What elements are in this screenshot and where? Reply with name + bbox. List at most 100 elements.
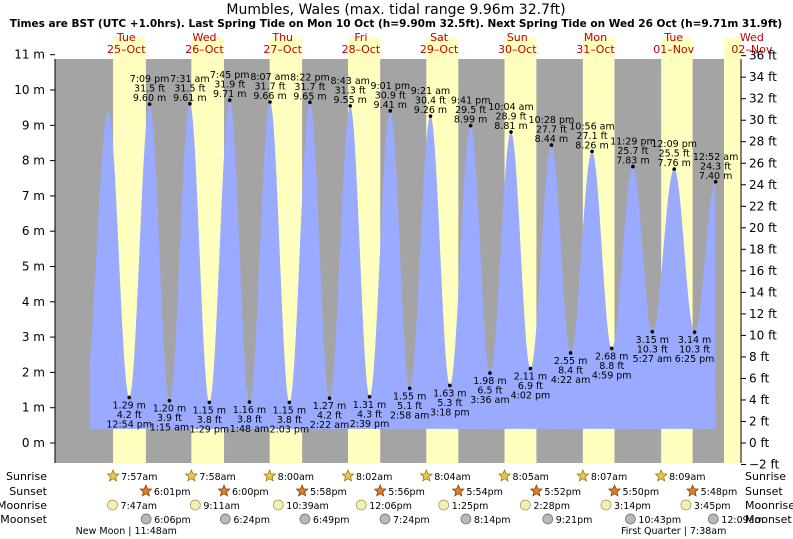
tide-label: 1.16 m3.8 ft1:48 am — [230, 405, 269, 435]
tide-label-line: 1:29 pm — [190, 424, 230, 435]
moonrise-time: 10:39am — [286, 501, 328, 512]
y-left-tick: 4 m — [22, 295, 45, 309]
tide-label-line: 4:02 pm — [511, 391, 551, 402]
row-label-left: Moonrise — [0, 499, 47, 512]
tide-point — [590, 149, 594, 154]
tide-point — [631, 164, 635, 169]
tide-label-line: 9.66 m — [253, 91, 286, 102]
day-date: 31–Oct — [576, 43, 615, 56]
sunrise-time: 7:58am — [199, 472, 235, 483]
moonrise-icon — [680, 499, 692, 511]
tide-label-line: 7:45 pm — [210, 70, 250, 81]
tide-label-line: 2:22 am — [310, 420, 349, 431]
y-right-tick: 2 ft — [749, 414, 769, 428]
y-right-tick: 6 ft — [749, 371, 769, 385]
day-date: 29–Oct — [420, 43, 459, 56]
sunset-icon — [529, 484, 543, 497]
day-date: 28–Oct — [342, 43, 381, 56]
moonset-time: 6:06pm — [154, 515, 191, 526]
tide-label-line: 2:39 pm — [350, 419, 390, 430]
sunrise-icon — [419, 469, 433, 482]
y-right-tick: 12 ft — [749, 307, 777, 321]
day-name: Sun — [507, 31, 528, 44]
tide-point — [268, 100, 272, 104]
tide-point — [247, 400, 252, 404]
y-right-tick: 32 ft — [749, 92, 777, 106]
tide-label-line: 1.31 m — [353, 400, 386, 411]
tide-label-line: 6.5 ft — [477, 386, 502, 397]
sunset-time: 5:52pm — [544, 487, 581, 498]
tide-label-line: 2.68 m — [595, 351, 628, 362]
daylight-band — [724, 37, 741, 463]
tide-label: 1.20 m3.9 ft1:15 am — [150, 404, 189, 434]
tide-label-line: 7:09 pm — [130, 74, 170, 85]
sunrise-icon — [654, 469, 668, 482]
tide-label-line: 30.9 ft — [375, 90, 406, 101]
y-left-tick: 8 m — [22, 154, 45, 168]
sunset-time: 5:56pm — [388, 487, 425, 498]
tide-label-line: 10:28 pm — [529, 115, 575, 126]
y-right-tick: 36 ft — [749, 49, 777, 63]
tide-point — [367, 394, 372, 399]
tide-label-line: 1.27 m — [313, 401, 346, 412]
y-right-tick: 28 ft — [749, 135, 777, 149]
tide-label-line: 11:29 pm — [610, 137, 656, 148]
tide-label-line: 9:01 pm — [370, 81, 410, 92]
tide-label: 1.63 m5.3 ft3:18 pm — [430, 388, 470, 418]
tide-label: 1.31 m4.3 ft2:39 pm — [350, 400, 390, 430]
sunset-icon — [139, 484, 153, 497]
tide-label-line: 31.5 ft — [134, 84, 165, 95]
sunset-time: 5:48pm — [701, 487, 738, 498]
tide-label: 2.55 m8.4 ft4:22 am — [551, 356, 590, 386]
tide-label-line: 30.4 ft — [415, 96, 446, 107]
tide-label-line: 2.11 m — [514, 372, 547, 383]
chart-title: Mumbles, Wales (max. tidal range 9.96m 3… — [226, 2, 565, 18]
tide-label-line: 10:56 am — [569, 121, 614, 132]
sunset-time: 5:54pm — [466, 487, 503, 498]
tide-label-line: 9.41 m — [374, 100, 407, 111]
day-name: Wed — [740, 31, 764, 44]
tide-point — [650, 330, 655, 334]
tide-label: 1.98 m6.5 ft3:36 am — [470, 376, 509, 406]
moon-phase-note: First Quarter | 7:38am — [621, 526, 726, 537]
moonset-icon — [140, 513, 152, 525]
moon-phase-note: New Moon | 11:48am — [76, 526, 177, 537]
y-left-tick: 6 m — [22, 224, 45, 238]
tide-label-line: 12:52 am — [693, 152, 738, 163]
tide-point — [672, 167, 676, 171]
tide-label-line: 10.3 ft — [679, 345, 710, 356]
tide-label-line: 4:59 pm — [592, 370, 632, 381]
tide-point — [407, 386, 412, 391]
sunrise-icon — [184, 469, 198, 482]
moonrise-time: 12:06pm — [369, 501, 412, 512]
sunrise-icon — [497, 469, 512, 482]
day-name: Wed — [193, 31, 217, 44]
tide-point — [327, 396, 332, 400]
row-label-left: Sunset — [9, 485, 47, 498]
tide-label: 1.55 m5.1 ft2:58 am — [390, 391, 429, 421]
row-label-right: Sunset — [745, 485, 783, 498]
y-right-tick: 16 ft — [749, 264, 777, 278]
tide-label-line: 4:22 am — [551, 375, 590, 386]
tide-point — [308, 100, 312, 105]
row-label-left: Sunrise — [6, 470, 47, 483]
moonrise-icon — [355, 499, 367, 511]
tide-point — [287, 400, 292, 405]
tide-label-line: 10.3 ft — [637, 344, 668, 355]
row-label-right: Sunrise — [745, 470, 786, 483]
sunrise-time: 8:05am — [513, 472, 549, 483]
tide-label-line: 1:48 am — [230, 424, 269, 435]
tide-label-line: 9.26 m — [414, 105, 447, 116]
tide-label-line: 27.7 ft — [536, 125, 567, 136]
row-label-right: Moonset — [745, 513, 792, 526]
tide-point — [609, 346, 614, 351]
day-date: 26–Oct — [185, 43, 224, 56]
tide-label-line: 2.55 m — [554, 356, 587, 367]
y-right-tick: 18 ft — [749, 242, 777, 256]
